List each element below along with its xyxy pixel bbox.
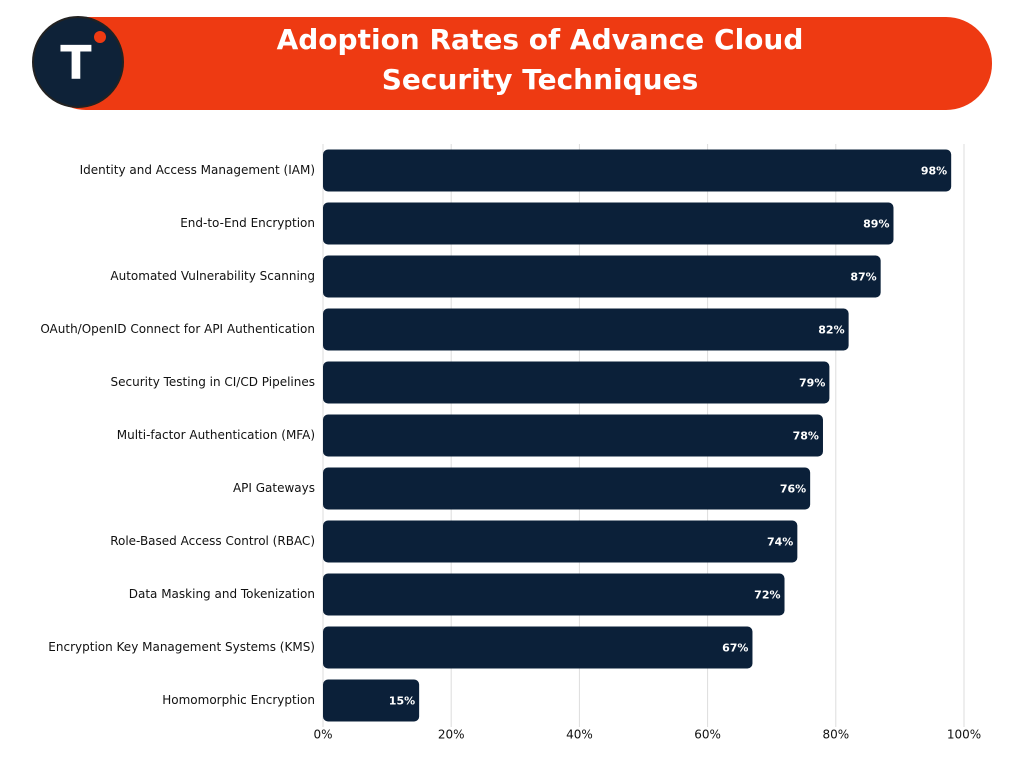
y-tick-label: Homomorphic Encryption	[162, 693, 315, 707]
value-label: 87%	[850, 271, 876, 284]
bar	[323, 573, 785, 616]
y-tick-label: Security Testing in CI/CD Pipelines	[111, 375, 315, 389]
bar	[323, 467, 811, 510]
value-label: 78%	[793, 430, 819, 443]
y-tick-label: Multi-factor Authentication (MFA)	[117, 428, 315, 442]
x-tick-label: 100%	[947, 728, 981, 742]
value-label: 15%	[389, 695, 415, 708]
value-label: 79%	[799, 377, 825, 390]
bar	[323, 414, 823, 457]
y-tick-label: Role-Based Access Control (RBAC)	[110, 534, 315, 548]
y-tick-label: API Gateways	[233, 481, 315, 495]
logo-text: T	[60, 36, 92, 90]
x-tick-label: 20%	[438, 728, 465, 742]
y-tick-label: Identity and Access Management (IAM)	[80, 163, 315, 177]
x-tick-label: 0%	[313, 728, 332, 742]
value-label: 89%	[863, 218, 889, 231]
value-label: 98%	[921, 165, 947, 178]
logo-dot	[94, 31, 106, 43]
x-tick-label: 80%	[822, 728, 849, 742]
y-tick-label: Automated Vulnerability Scanning	[110, 269, 315, 283]
bar	[323, 255, 881, 298]
value-label: 67%	[722, 642, 748, 655]
bar	[323, 308, 849, 351]
bar	[323, 679, 420, 722]
y-tick-label: OAuth/OpenID Connect for API Authenticat…	[40, 322, 315, 336]
y-tick-label: Data Masking and Tokenization	[129, 587, 315, 601]
value-label: 76%	[780, 483, 806, 496]
value-label: 74%	[767, 536, 793, 549]
x-tick-label: 60%	[694, 728, 721, 742]
value-label: 82%	[818, 324, 844, 337]
bar	[323, 149, 952, 192]
bar	[323, 202, 894, 245]
bar	[323, 520, 798, 563]
y-tick-label: End-to-End Encryption	[180, 216, 315, 230]
header-banner	[40, 17, 992, 110]
chart-title: Adoption Rates of Advance Cloud Security…	[276, 23, 804, 96]
bar	[323, 626, 753, 669]
x-tick-label: 40%	[566, 728, 593, 742]
y-tick-label: Encryption Key Management Systems (KMS)	[48, 640, 315, 654]
bar	[323, 361, 830, 404]
value-label: 72%	[754, 589, 780, 602]
